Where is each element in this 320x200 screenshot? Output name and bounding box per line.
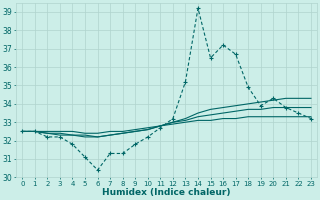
X-axis label: Humidex (Indice chaleur): Humidex (Indice chaleur) (102, 188, 231, 197)
